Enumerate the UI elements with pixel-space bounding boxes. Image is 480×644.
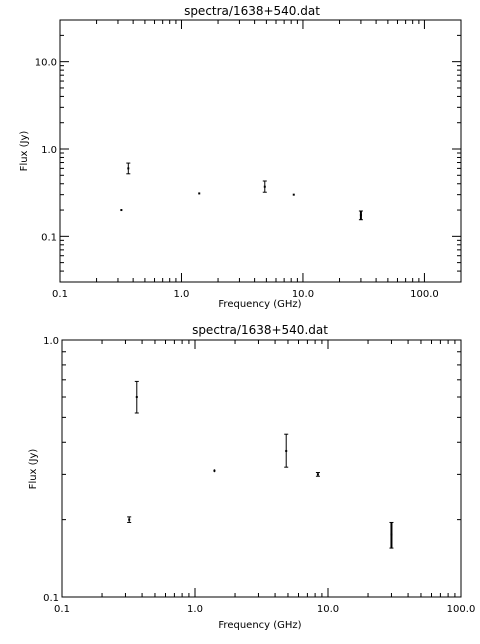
- x-tick-label: 10.0: [292, 289, 314, 300]
- point-marker: [120, 209, 123, 212]
- data-point: [120, 209, 123, 212]
- bottom-x-ticks: 0.1 1.0 10.0 100.0: [54, 340, 475, 615]
- data-point: [134, 380, 139, 414]
- x-tick-label: 1.0: [174, 289, 190, 300]
- point-marker: [127, 167, 130, 170]
- data-point: [198, 192, 201, 195]
- top-y-axis-label: Flux (Jy): [19, 131, 30, 172]
- top-x-axis-label: Frequency (GHz): [218, 299, 301, 310]
- data-point: [126, 162, 131, 175]
- bottom-chart-title: spectra/1638+540.dat: [192, 323, 328, 337]
- x-tick-label: 100.0: [410, 289, 439, 300]
- top-plot-frame: [59, 19, 462, 283]
- bottom-data-points: [127, 380, 394, 549]
- bottom-plot-frame: [61, 339, 462, 598]
- point-marker: [263, 185, 266, 188]
- point-marker: [359, 214, 362, 217]
- point-marker: [292, 193, 295, 196]
- data-point: [262, 180, 267, 193]
- y-tick-label: 1.0: [41, 145, 57, 156]
- x-tick-label: 10.0: [317, 604, 339, 615]
- data-point: [389, 521, 394, 549]
- y-tick-label: 0.1: [41, 232, 57, 243]
- bottom-y-ticks: 0.1 1.0: [43, 336, 461, 604]
- point-marker: [128, 518, 131, 521]
- y-tick-label: 10.0: [35, 58, 57, 69]
- data-point: [292, 193, 295, 196]
- data-point: [284, 433, 289, 468]
- x-tick-label: 1.0: [187, 604, 203, 615]
- x-tick-label: 100.0: [447, 604, 476, 615]
- top-chart-title: spectra/1638+540.dat: [184, 4, 320, 18]
- x-tick-label: 0.1: [54, 604, 70, 615]
- data-point: [358, 210, 363, 221]
- bottom-panel: spectra/1638+540.dat Frequency (GHz) Flu…: [28, 323, 475, 631]
- top-y-ticks: 0.1 1.0 10.0: [35, 19, 461, 283]
- bottom-y-axis-label: Flux (Jy): [28, 449, 39, 490]
- point-marker: [135, 396, 138, 399]
- point-marker: [198, 192, 201, 195]
- data-point: [127, 516, 132, 523]
- x-tick-label: 0.1: [52, 289, 68, 300]
- top-panel: spectra/1638+540.dat Frequency (GHz) Flu…: [19, 4, 462, 310]
- bottom-x-axis-label: Frequency (GHz): [218, 620, 301, 631]
- data-point: [315, 472, 320, 477]
- y-tick-label: 0.1: [43, 593, 59, 604]
- data-point: [213, 469, 216, 473]
- point-marker: [285, 449, 288, 452]
- point-marker: [390, 533, 393, 536]
- top-x-ticks: 0.1 1.0 10.0 100.0: [52, 20, 462, 300]
- point-marker: [316, 473, 319, 476]
- y-tick-label: 1.0: [43, 336, 59, 347]
- top-data-points: [120, 162, 363, 221]
- point-marker: [213, 469, 216, 472]
